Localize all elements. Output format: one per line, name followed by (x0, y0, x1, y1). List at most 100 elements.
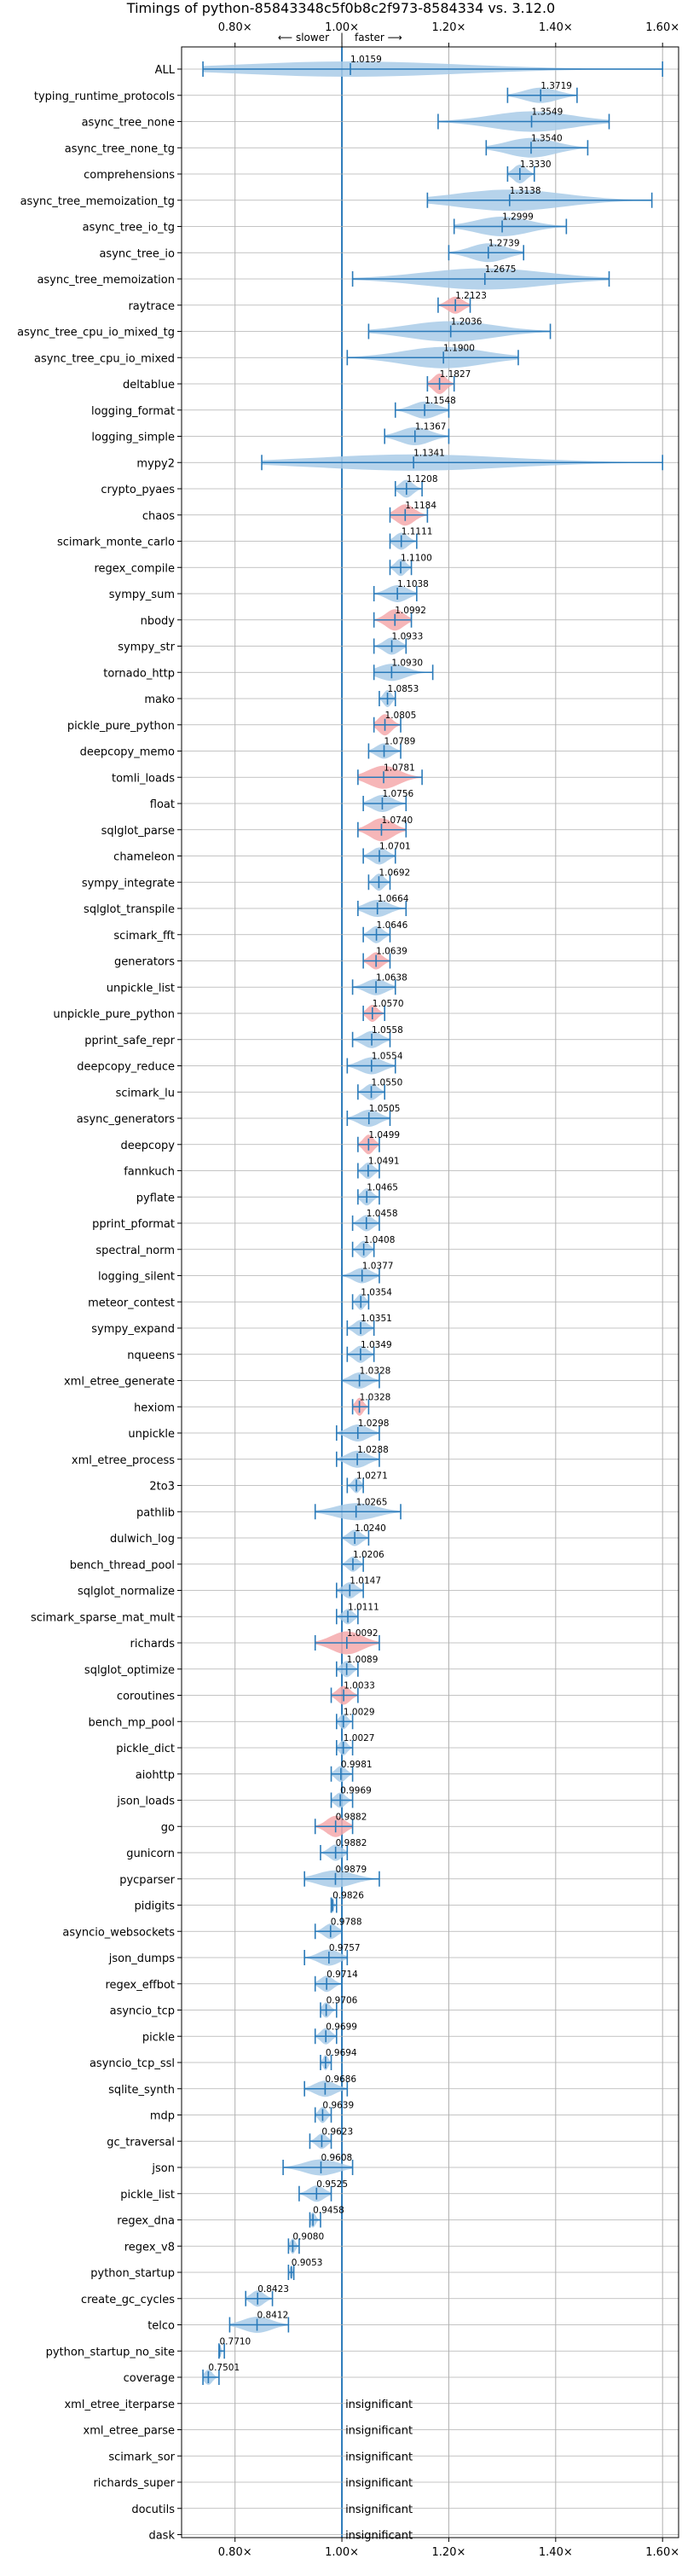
value-label: 1.0664 (378, 894, 409, 904)
benchmark-name: sympy_str (118, 641, 175, 654)
value-label: 1.2739 (488, 238, 520, 248)
value-label: 0.9706 (327, 1996, 358, 2006)
value-label: 1.0089 (347, 1655, 379, 1665)
bottom-tick-label: 1.60× (645, 2546, 679, 2559)
benchmark-name: unpickle (128, 1428, 175, 1441)
value-label: 1.0147 (350, 1576, 381, 1587)
benchmark-name: richards (130, 1638, 176, 1651)
value-label: 0.9757 (329, 1943, 361, 1953)
value-label: 1.0781 (384, 763, 415, 773)
value-label: 0.8423 (257, 2284, 289, 2295)
value-label: 1.0240 (355, 1523, 386, 1534)
value-label: 1.1100 (401, 553, 432, 563)
value-label: 1.1548 (425, 396, 456, 406)
benchmark-name: generators (114, 956, 175, 969)
benchmark-name: regex_compile (94, 562, 175, 575)
benchmark-name: regex_dna (117, 2215, 175, 2228)
value-label: 1.0491 (368, 1157, 400, 1167)
benchmark-name: python_startup (90, 2267, 175, 2280)
benchmark-name: gunicorn (126, 1848, 175, 1860)
benchmark-name: hexiom (134, 1401, 175, 1414)
benchmark-name: richards_super (93, 2477, 175, 2490)
benchmark-name: bench_mp_pool (88, 1716, 175, 1729)
benchmark-name: logging_format (91, 405, 175, 418)
benchmark-name: typing_runtime_protocols (34, 90, 175, 103)
value-label: 1.0328 (360, 1366, 391, 1377)
benchmark-name: aiohttp (136, 1769, 175, 1782)
top-tick-label: 1.00× (325, 21, 359, 34)
value-label: 1.3540 (531, 133, 563, 143)
violin-series: 1.0159 1.3719 1.3549 1.3540 1.3330 1.3138 1.29… (202, 55, 663, 2385)
benchmark-name: coverage (124, 2372, 175, 2385)
value-label: 1.1900 (443, 343, 475, 353)
benchmark-name: dulwich_log (110, 1533, 175, 1546)
value-label: 0.9788 (331, 1917, 362, 1927)
benchmark-name: coroutines (117, 1691, 175, 1703)
benchmark-name: async_generators (77, 1113, 176, 1126)
bottom-axis-ticks: 0.80× 1.00× 1.20× 1.40× 1.60× (218, 2538, 679, 2559)
value-label: 1.0930 (391, 658, 423, 668)
bottom-tick-label: 1.00× (325, 2546, 359, 2559)
insignificant-label: insignificant (345, 2425, 413, 2438)
value-label: 1.1367 (415, 422, 447, 432)
benchmark-name: xml_etree_iterparse (64, 2399, 175, 2411)
value-label: 1.1208 (407, 474, 438, 484)
benchmark-name: deepcopy_memo (80, 746, 175, 759)
benchmark-name: dask (148, 2530, 175, 2543)
benchmark-name: regex_effbot (105, 1979, 175, 1992)
benchmark-name: scimark_fft (113, 930, 175, 943)
benchmark-name: sqlite_synth (108, 2084, 175, 2097)
benchmark-name: sympy_integrate (82, 877, 175, 890)
value-label: 1.3549 (532, 107, 564, 118)
benchmark-name: asyncio_tcp (110, 2005, 175, 2018)
value-label: 1.0298 (358, 1419, 390, 1429)
insignificant-label: insignificant (345, 2399, 413, 2411)
value-label: 1.3138 (510, 186, 541, 196)
benchmark-name: chameleon (113, 851, 175, 864)
value-label: 1.0408 (364, 1235, 396, 1245)
benchmark-name: sympy_sum (109, 589, 175, 601)
benchmark-name: mako (144, 693, 175, 706)
value-label: 1.0638 (376, 972, 407, 983)
value-label: 0.9686 (325, 2074, 356, 2085)
benchmark-name: async_tree_none_tg (65, 142, 175, 155)
benchmark-name: pidigits (135, 1900, 176, 1913)
faster-label: faster ⟶ (355, 32, 402, 44)
value-label: 0.9879 (335, 1865, 367, 1875)
value-label: 1.0992 (395, 606, 426, 616)
value-label: 0.9080 (292, 2231, 324, 2242)
value-label: 1.0646 (377, 920, 408, 931)
benchmark-name: async_tree_cpu_io_mixed_tg (17, 327, 175, 339)
benchmark-name: comprehensions (84, 169, 175, 182)
value-label: 1.0377 (362, 1262, 394, 1272)
value-label: 0.9714 (327, 1970, 358, 1980)
benchmark-name: 2to3 (149, 1481, 175, 1494)
insignificant-label: insignificant (345, 2451, 413, 2463)
value-label: 0.7501 (208, 2363, 240, 2373)
benchmark-name: xml_etree_process (72, 1454, 175, 1467)
value-label: 1.0505 (369, 1104, 401, 1114)
top-tick-label: 1.40× (539, 21, 573, 34)
benchmark-name: async_tree_cpu_io_mixed (34, 352, 175, 365)
value-label: 1.0354 (361, 1287, 392, 1297)
value-label: 0.9458 (313, 2206, 344, 2216)
grid-lines (182, 47, 679, 2538)
value-label: 0.9882 (336, 1838, 367, 1848)
benchmark-name: pprint_safe_repr (84, 1035, 175, 1047)
value-label: 1.0465 (367, 1182, 398, 1192)
benchmark-name: tornado_http (103, 667, 175, 680)
value-label: 1.2675 (485, 264, 517, 275)
value-label: 1.3330 (520, 160, 552, 170)
value-label: 1.0111 (348, 1602, 379, 1612)
benchmark-name: ALL (155, 64, 176, 77)
benchmark-name: async_tree_memoization_tg (20, 195, 175, 208)
benchmark-name: chaos (142, 510, 175, 523)
direction-separator: | (340, 32, 344, 44)
benchmark-name: xml_etree_generate (64, 1376, 175, 1389)
value-label: 0.9639 (322, 2101, 354, 2111)
benchmark-name: pickle_pure_python (67, 720, 175, 733)
value-label: 1.0789 (384, 737, 416, 747)
value-label: 1.0351 (361, 1314, 392, 1324)
top-tick-label: 1.20× (432, 21, 466, 34)
